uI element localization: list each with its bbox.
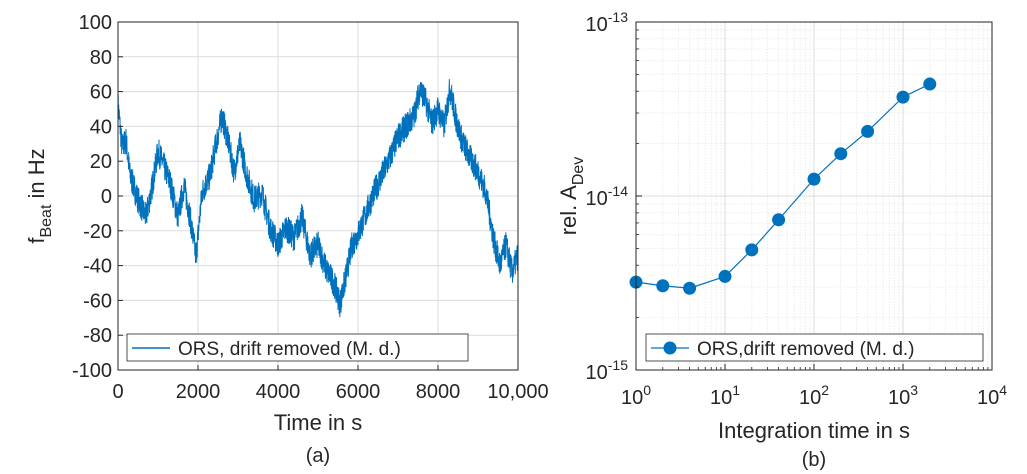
x-tick-exponent-b: 3 (910, 382, 918, 398)
x-tick-label-a: 0 (112, 381, 123, 403)
y-tick-label-a: 80 (90, 47, 112, 69)
y-axis-label-a-main: f (24, 237, 49, 244)
data-point-b (745, 243, 759, 257)
y-axis-label-b: rel. ADev (556, 157, 587, 236)
data-point-b (683, 281, 697, 295)
y-tick-base-b: 10 (586, 188, 608, 210)
x-tick-label-a: 2000 (176, 381, 221, 403)
x-tick-label-b: 101 (710, 382, 740, 409)
legend-a: ORS, drift removed (M. d.) (126, 333, 469, 362)
y-tick-label-a: -40 (83, 256, 112, 278)
data-point-b (772, 213, 786, 227)
x-tick-exponent-b: 2 (821, 382, 829, 398)
y-tick-exponent-b: -14 (608, 183, 628, 199)
chart-panel-a: 0 2000 4000 6000 8000 10,000 -100 -80 -60 -40 -20 0… (24, 12, 549, 467)
series-line-a (117, 79, 519, 318)
series-line-b (635, 83, 931, 289)
data-point-b (896, 90, 910, 104)
y-tick-label-b: 10-15 (586, 357, 629, 384)
y-tick-exponent-b: -15 (608, 357, 628, 373)
y-tick-label-a: -20 (83, 221, 112, 243)
y-axis-label-a-tail: in Hz (24, 148, 49, 204)
x-tick-exponent-b: 0 (643, 382, 651, 398)
grid-a (117, 21, 519, 371)
y-axis-label-a: fBeat in Hz (24, 148, 55, 243)
x-tick-base-b: 10 (977, 387, 999, 409)
x-tick-base-b: 10 (621, 387, 643, 409)
grid-b (635, 21, 993, 371)
y-tick-label-a: -60 (83, 290, 112, 312)
data-point-b (923, 77, 937, 91)
legend-label-a: ORS, drift removed (M. d.) (178, 339, 401, 360)
legend-marker-b (663, 341, 677, 355)
panel-label-b: (b) (802, 449, 826, 471)
y-tick-base-b: 10 (586, 362, 608, 384)
x-tick-label-a: 10,000 (487, 381, 548, 403)
y-axis-label-b-sub: Dev (570, 157, 587, 185)
x-tick-label-a: 8000 (416, 381, 461, 403)
series-a (117, 79, 519, 318)
legend-b: ORS,drift removed (M. d.) (645, 333, 984, 362)
data-point-b (807, 172, 821, 186)
x-tick-label-a: 4000 (256, 381, 301, 403)
y-tick-exponent-b: -13 (608, 9, 628, 25)
y-tick-label-a: -100 (72, 360, 112, 382)
ticks-a: 0 2000 4000 6000 8000 10,000 -100 -80 -60 -40 -20 0… (72, 12, 549, 403)
y-tick-label-a: 40 (90, 116, 112, 138)
panel-label-a: (a) (306, 445, 330, 467)
x-axis-label-a: Time in s (274, 410, 362, 435)
data-point-b (656, 279, 670, 293)
y-tick-base-b: 10 (586, 14, 608, 36)
y-axis-label-a-sub: Beat (38, 204, 55, 237)
y-tick-label-b: 10-14 (586, 183, 629, 210)
x-tick-base-b: 10 (799, 387, 821, 409)
data-point-b (834, 147, 848, 161)
x-tick-exponent-b: 4 (999, 382, 1007, 398)
y-tick-label-b: 10-13 (586, 9, 629, 36)
x-tick-label-b: 103 (888, 382, 918, 409)
legend-box-a (126, 333, 469, 362)
x-tick-label-b: 102 (799, 382, 829, 409)
x-axis-label-b: Integration time in s (718, 418, 910, 443)
data-point-b (718, 269, 732, 283)
x-tick-exponent-b: 1 (732, 382, 740, 398)
y-tick-label-a: -80 (83, 325, 112, 347)
x-tick-label-b: 104 (977, 382, 1007, 409)
series-b (629, 77, 937, 295)
legend-label-b: ORS,drift removed (M. d.) (697, 339, 915, 360)
y-tick-label-a: 60 (90, 82, 112, 104)
x-tick-base-b: 10 (710, 387, 732, 409)
x-tick-label-a: 6000 (336, 381, 381, 403)
data-point-b (861, 124, 875, 138)
x-tick-label-b: 100 (621, 382, 651, 409)
y-axis-label-b-main: rel. A (556, 185, 581, 235)
y-tick-label-a: 0 (101, 186, 112, 208)
y-tick-label-a: 20 (90, 151, 112, 173)
x-tick-base-b: 10 (888, 387, 910, 409)
legend-box-b (645, 333, 984, 362)
y-tick-label-a: 100 (79, 12, 112, 34)
